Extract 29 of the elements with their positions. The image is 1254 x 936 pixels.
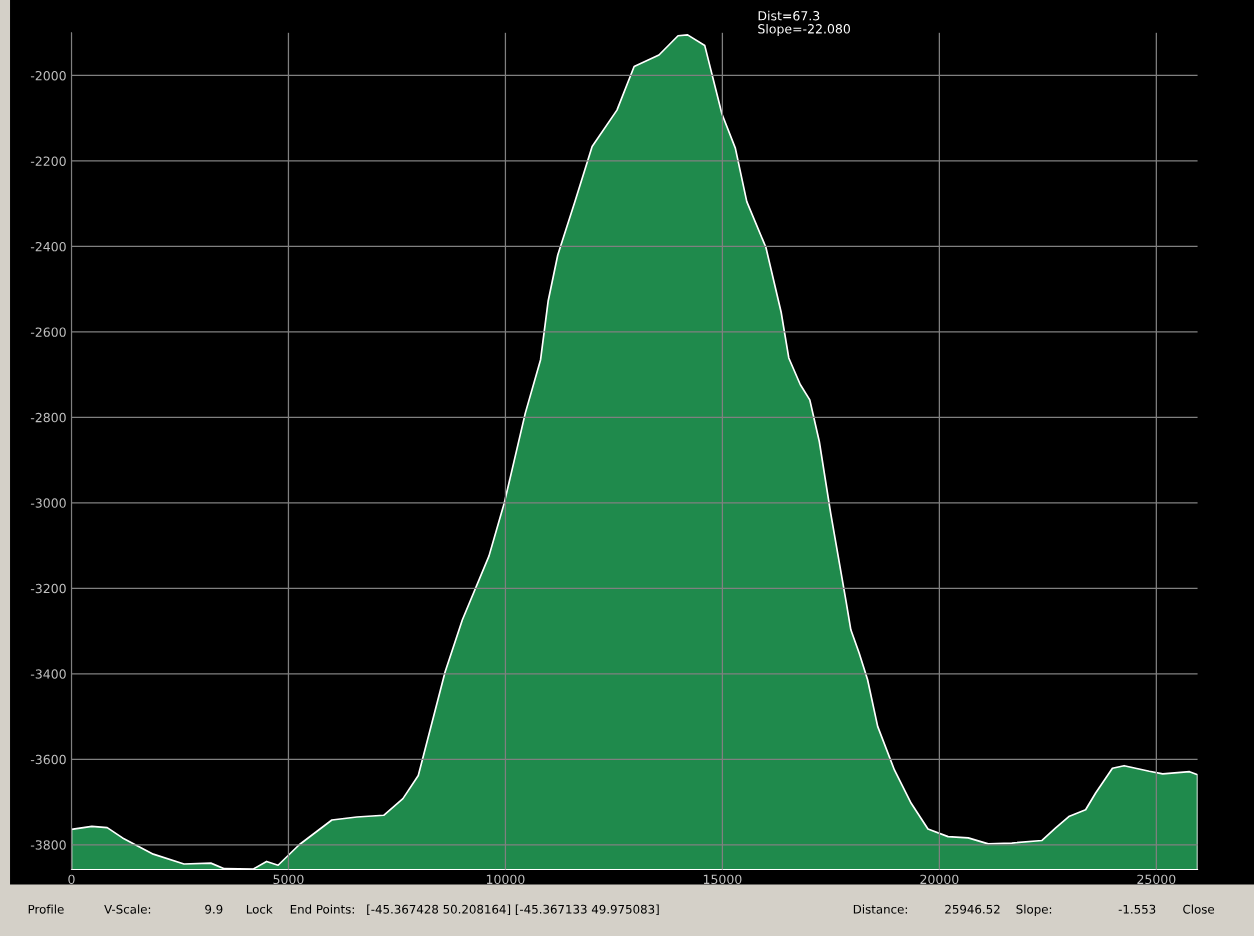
text: Slope: [1016,904,1052,916]
text: V-Scale: [104,904,151,914]
text: 25946.52 [945,904,1000,914]
x-tick-label: 15000 [703,874,742,885]
y-tick-label: -2200 [30,156,66,166]
text: End Points: [290,904,354,914]
text: -1.553 [1118,904,1156,914]
y-tick-label: -2600 [30,327,66,337]
text: Distance: [853,904,907,914]
y-tick-label: -3400 [30,669,66,679]
text: [-45.367428 50.208164] [-45.367133 49.975083] [367,904,659,916]
y-tick-label: -2000 [30,70,66,81]
y-tick-label: -3000 [30,498,66,508]
text: Close [1183,904,1215,914]
y-tick-label: -3200 [30,583,66,594]
y-tick-label: -2400 [30,241,66,252]
x-tick-label: 10000 [486,874,525,885]
y-tick-label: -3800 [30,840,66,850]
x-tick-label: 5000 [273,874,304,885]
text: Lock [246,904,273,914]
x-tick-label: 20000 [920,874,959,885]
text: Profile [28,904,64,914]
annotation: Slope=-22.080 [758,23,850,36]
y-tick-label: -3600 [30,754,66,765]
text: 9.9 [205,904,223,914]
text: Dist=67.3 [758,10,820,21]
x-tick-label: 0 [68,874,75,885]
y-tick-label: -2800 [30,412,66,423]
x-tick-label: 25000 [1137,874,1176,885]
